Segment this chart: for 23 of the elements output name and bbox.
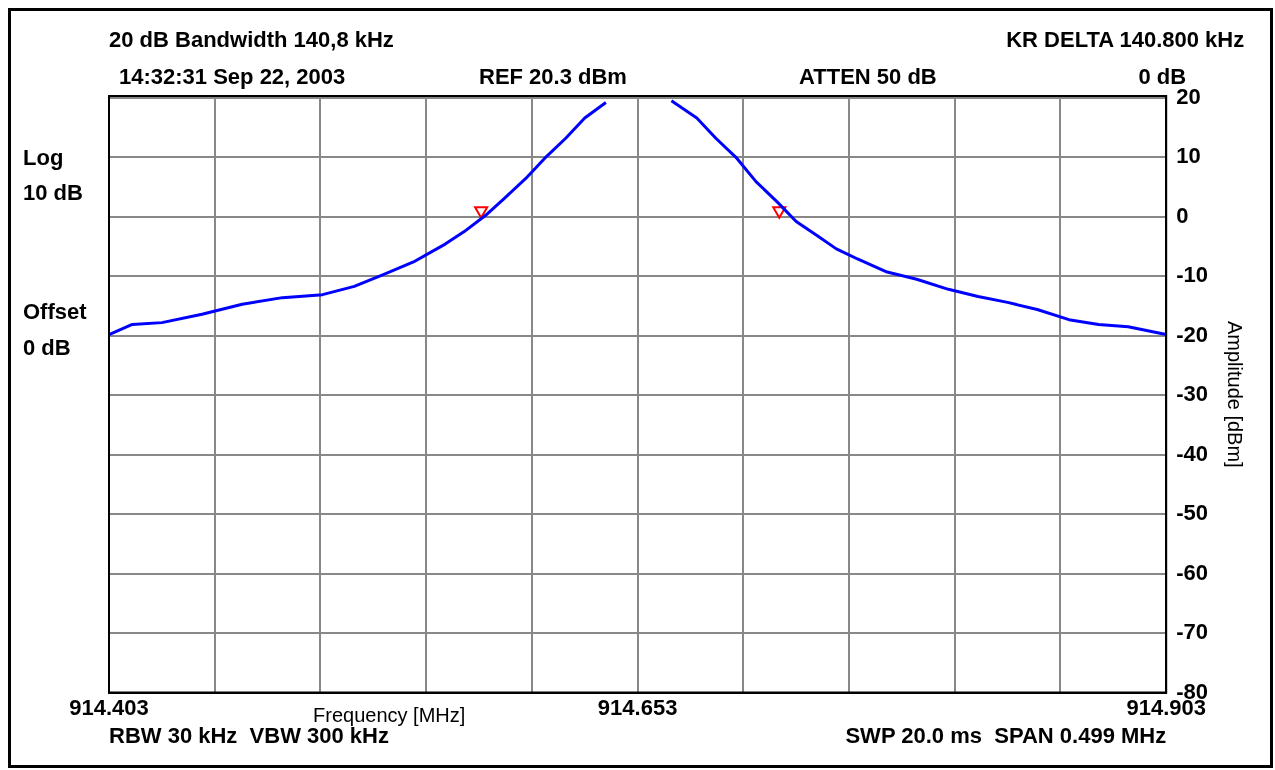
- x-tick-label: 914.653: [597, 694, 678, 720]
- text: 14:32:31 Sep 22, 2003: [119, 64, 346, 90]
- y-tick-label: -10: [1176, 262, 1208, 288]
- chart-title: 20 dB Bandwidth 140,8 kHz: [109, 27, 394, 53]
- x-tick-label: 914.403: [69, 694, 149, 720]
- y-tick-label: -20: [1176, 321, 1208, 347]
- y-tick-label: 0: [1176, 202, 1189, 228]
- text: ATTEN 50 dB: [799, 64, 937, 90]
- text: 0 dB: [23, 335, 71, 361]
- text: SWP 20.0 ms SPAN 0.499 MHz: [845, 723, 1167, 749]
- y-tick-label: 10: [1176, 143, 1201, 169]
- text: REF 20.3 dBm: [479, 64, 627, 90]
- text: KR DELTA 140.800 kHz: [1006, 27, 1245, 53]
- text: Log: [23, 145, 64, 171]
- x-axis-title: Frequency [MHz]: [313, 704, 466, 727]
- y-tick-label: -30: [1176, 381, 1208, 407]
- y-tick-label: -50: [1176, 500, 1208, 526]
- y-tick-label: -60: [1176, 559, 1208, 585]
- text: Offset: [23, 299, 88, 325]
- y-axis-title: Amplitude [dBm]: [1224, 320, 1247, 468]
- text: 10 dB: [23, 180, 83, 206]
- y-tick-label: -40: [1176, 440, 1208, 466]
- y-tick-label: -70: [1176, 619, 1208, 645]
